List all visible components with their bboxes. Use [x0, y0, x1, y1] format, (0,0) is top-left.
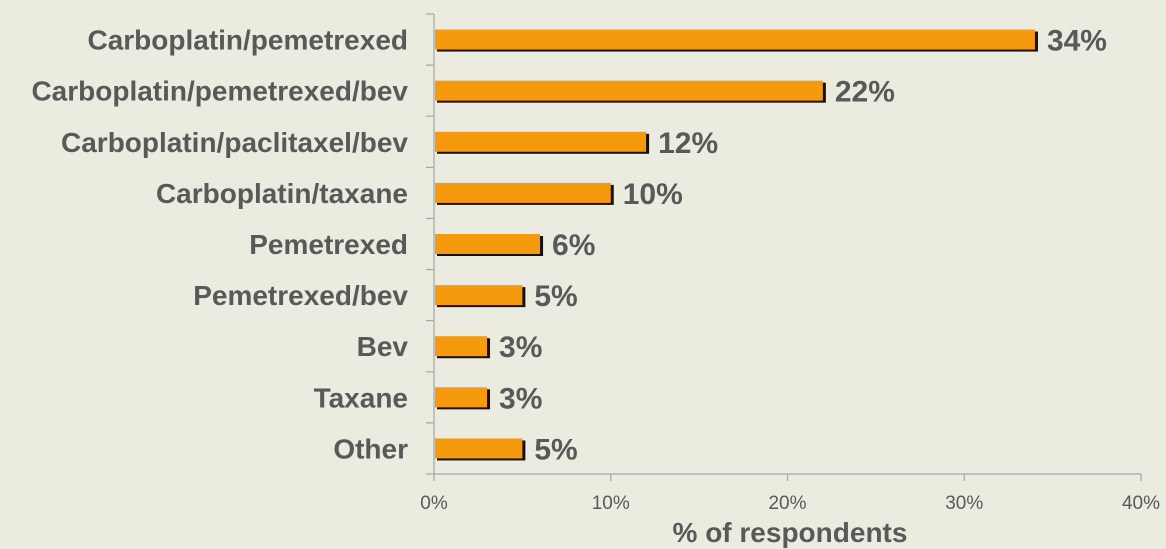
category-label: Carboplatin/pemetrexed [87, 25, 408, 56]
category-label: Pemetrexed [249, 229, 408, 260]
value-label: 12% [658, 127, 718, 160]
category-label: Pemetrexed/bev [193, 280, 408, 311]
value-label: 22% [835, 76, 895, 109]
category-label: Carboplatin/taxane [156, 178, 408, 209]
value-label: 5% [534, 280, 577, 313]
category-label: Carboplatin/pemetrexed/bev [31, 76, 408, 107]
x-axis-title: % of respondents [673, 517, 908, 548]
value-label: 5% [534, 433, 577, 466]
bar [435, 234, 541, 254]
x-tick-label: 30% [945, 493, 983, 514]
x-tick-label: 20% [768, 493, 806, 514]
bar [435, 438, 523, 459]
value-label: 34% [1047, 25, 1107, 58]
bar [435, 336, 488, 357]
value-label: 10% [623, 178, 683, 211]
x-tick-label: 0% [420, 493, 448, 514]
value-label: 3% [499, 331, 542, 364]
bar [435, 131, 647, 152]
x-tick-label: 40% [1122, 493, 1160, 514]
bar [435, 387, 488, 408]
category-label: Carboplatin/paclitaxel/bev [61, 127, 408, 158]
x-tick-label: 10% [592, 493, 630, 514]
bar [435, 80, 823, 101]
labels-group: 0% 10% 20% 30% 40% Carboplatin/pemetrexed 34% C… [31, 25, 1160, 514]
value-label: 6% [552, 229, 595, 262]
category-label: Bev [357, 331, 409, 362]
bar [435, 29, 1035, 50]
category-label: Other [333, 433, 408, 464]
axes-group [426, 13, 1142, 481]
bar [435, 182, 611, 203]
bars-group [435, 29, 1038, 461]
category-label: Taxane [314, 382, 408, 413]
bar [435, 285, 523, 306]
value-label: 3% [499, 382, 542, 415]
